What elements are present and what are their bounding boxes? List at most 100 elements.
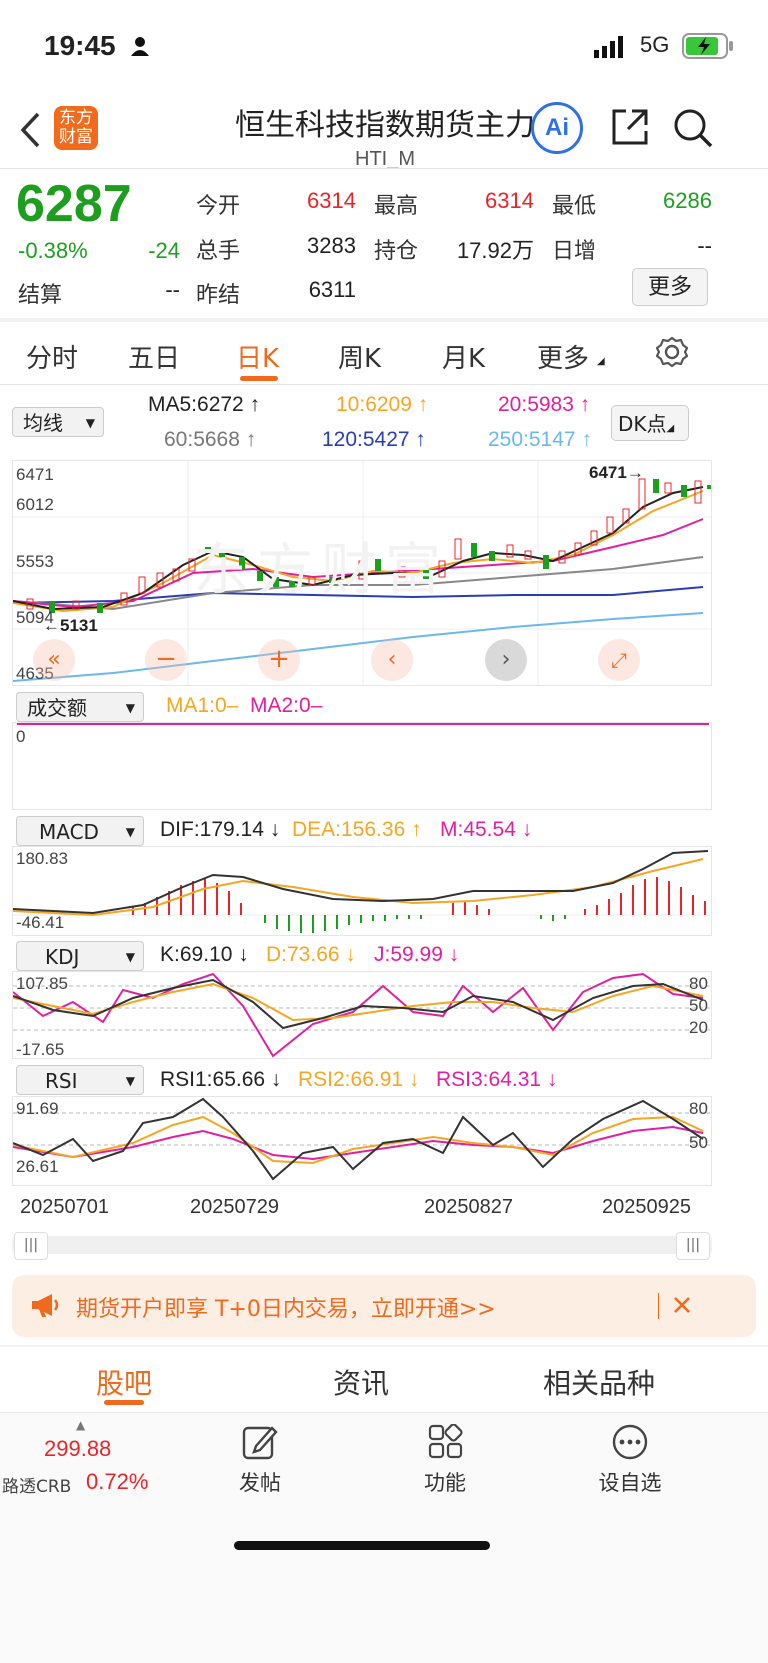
dk-button[interactable]: DK点◢ bbox=[611, 405, 689, 441]
function-grid-icon[interactable] bbox=[428, 1423, 464, 1464]
macd-dea: DEA:156.36 ↑ bbox=[292, 818, 422, 841]
tab-related[interactable]: 相关品种 bbox=[543, 1367, 656, 1400]
section-gap bbox=[0, 318, 768, 322]
rsi-top-label: 91.69 bbox=[16, 1099, 59, 1118]
tab-zhouk[interactable]: 周K bbox=[338, 344, 382, 374]
date-label-3: 20250827 bbox=[424, 1196, 513, 1218]
scroll-left-button[interactable]: ‹ bbox=[371, 639, 413, 681]
person-icon bbox=[130, 36, 150, 60]
share-icon[interactable] bbox=[610, 107, 650, 151]
status-time: 19:45 bbox=[44, 30, 116, 61]
more-button[interactable]: 更多 bbox=[632, 268, 708, 306]
kline-plot bbox=[13, 461, 711, 685]
dropdown-triangle-icon: ▼ bbox=[125, 950, 135, 964]
back-icon[interactable] bbox=[18, 112, 44, 152]
kdj-top-label: 107.85 bbox=[16, 974, 68, 993]
change-value: -24 bbox=[148, 238, 180, 263]
rsi-1-line bbox=[13, 1097, 704, 1181]
kline-y-label-3: 5553 bbox=[16, 552, 54, 571]
low-label: 最低 bbox=[552, 194, 597, 219]
close-icon[interactable] bbox=[672, 1295, 692, 1319]
dropdown-triangle-icon: ▼ bbox=[85, 416, 95, 430]
post-label[interactable]: 发帖 bbox=[239, 1471, 281, 1495]
volume-ma1: MA1:0– bbox=[166, 694, 239, 717]
kdj-k: K:69.10 ↓ bbox=[160, 943, 249, 966]
fullscreen-button[interactable]: ⤢ bbox=[598, 639, 640, 681]
volume-chart: 0 bbox=[12, 722, 712, 810]
scroll-left-fast-button[interactable]: « bbox=[33, 639, 75, 681]
kdj-k-line bbox=[13, 978, 704, 1030]
zoom-in-button[interactable]: + bbox=[258, 639, 300, 681]
last-price: 6287 bbox=[16, 175, 132, 233]
range-slider-track[interactable] bbox=[12, 1236, 712, 1254]
volume-zero-label: 0 bbox=[16, 727, 26, 746]
status-bar: 19:45 5G bbox=[0, 0, 768, 100]
tab-news[interactable]: 资讯 bbox=[333, 1367, 390, 1400]
kline-chart[interactable]: 东方财富 bbox=[12, 460, 712, 686]
banner-divider bbox=[658, 1293, 659, 1319]
ma250-value: 250:5147 ↑ bbox=[488, 428, 592, 451]
kdj-level-80: 80 bbox=[689, 974, 708, 993]
indicator-selector-rsi[interactable]: RSI ▼ bbox=[16, 1065, 144, 1095]
position-label: 持仓 bbox=[374, 239, 419, 264]
ma60-line bbox=[13, 556, 704, 611]
scroll-right-button[interactable]: › bbox=[485, 639, 527, 681]
chart-watermark: 东方财富 bbox=[193, 538, 449, 603]
kdj-level-50: 50 bbox=[689, 996, 708, 1015]
settings-gear-icon[interactable] bbox=[655, 336, 689, 372]
change-percent: -0.38% bbox=[18, 238, 88, 263]
active-tab-indicator bbox=[240, 376, 278, 381]
candles bbox=[26, 478, 711, 613]
promo-banner[interactable]: 期货开户即享 T+0日内交易，立即开通>> bbox=[12, 1275, 756, 1337]
ticker-up-triangle-icon: ▲ bbox=[76, 1418, 86, 1432]
tab-rik[interactable]: 日K bbox=[236, 344, 280, 374]
macd-plot bbox=[13, 850, 711, 933]
page-title: 恒生科技指数期货主力 bbox=[235, 108, 535, 143]
ma20-value: 20:5983 ↑ bbox=[498, 393, 591, 416]
tab-more[interactable]: 更多 bbox=[537, 344, 590, 374]
indicator-selector-ma[interactable]: 均线 ▼ bbox=[12, 407, 104, 437]
volume-line bbox=[17, 723, 709, 725]
volume-value: 3283 bbox=[307, 233, 356, 258]
function-label[interactable]: 功能 bbox=[424, 1471, 466, 1495]
kdj-d-line bbox=[13, 982, 704, 1022]
home-indicator bbox=[234, 1541, 490, 1550]
kdj-j-line bbox=[13, 972, 704, 1058]
indicator-selector-kdj[interactable]: KDJ ▼ bbox=[16, 941, 144, 971]
rsi-2: RSI2:66.91 ↓ bbox=[298, 1068, 420, 1091]
ma5-value: MA5:6272 ↑ bbox=[148, 393, 261, 416]
dropdown-triangle-icon: ▼ bbox=[125, 701, 135, 715]
daily-inc-label: 日增 bbox=[552, 239, 597, 264]
ai-button[interactable]: Ai bbox=[531, 102, 583, 154]
edit-post-icon[interactable] bbox=[242, 1424, 278, 1464]
macd-dif-line bbox=[13, 850, 709, 915]
range-slider-right-handle[interactable]: ||| bbox=[676, 1232, 710, 1260]
tab-fenshi[interactable]: 分时 bbox=[26, 344, 79, 374]
nav-divider bbox=[0, 168, 768, 169]
kline-y-label-2: 6012 bbox=[16, 495, 54, 514]
kline-y-label-bottom: 4635 bbox=[16, 664, 54, 683]
high-label: 最高 bbox=[374, 194, 419, 219]
range-slider-left-handle[interactable]: ||| bbox=[14, 1232, 48, 1260]
battery-icon bbox=[682, 33, 734, 63]
tab-yuek[interactable]: 月K bbox=[442, 344, 486, 374]
rsi-1: RSI1:65.66 ↓ bbox=[160, 1068, 282, 1091]
more-circle-icon[interactable] bbox=[612, 1424, 648, 1464]
signal-icon bbox=[594, 36, 626, 62]
tab-guba[interactable]: 股吧 bbox=[96, 1367, 153, 1400]
zoom-out-button[interactable]: − bbox=[145, 639, 187, 681]
rsi-bottom-label: 26.61 bbox=[16, 1157, 59, 1176]
dropdown-triangle-icon: ▼ bbox=[125, 825, 135, 839]
watchlist-label[interactable]: 设自选 bbox=[598, 1471, 662, 1495]
low-value: 6286 bbox=[663, 188, 712, 213]
indicator-selector-macd[interactable]: MACD ▼ bbox=[16, 816, 144, 846]
ticker-change: 0.72% bbox=[86, 1469, 149, 1494]
rsi-plot bbox=[13, 1097, 711, 1181]
tab-wuri[interactable]: 五日 bbox=[128, 344, 181, 374]
rsi-3-line bbox=[13, 1125, 704, 1161]
kdj-bottom-label: -17.65 bbox=[16, 1040, 65, 1059]
indicator-selector-volume[interactable]: 成交额 ▼ bbox=[16, 692, 144, 722]
open-label: 今开 bbox=[196, 194, 241, 219]
ticker-value[interactable]: 299.88 bbox=[44, 1436, 112, 1461]
search-icon[interactable] bbox=[672, 107, 714, 153]
